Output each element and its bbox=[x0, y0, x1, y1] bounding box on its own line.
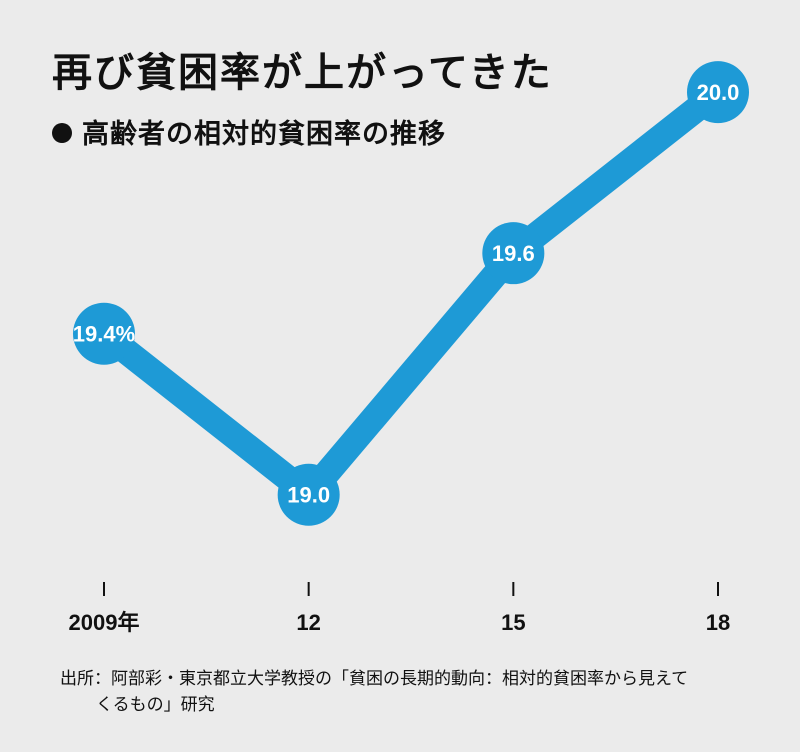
data-point-1 bbox=[277, 463, 340, 526]
series-line bbox=[91, 79, 731, 508]
bullet-icon bbox=[52, 123, 72, 143]
x-tick-label-2: 15 bbox=[501, 610, 525, 635]
data-label-0: 19.4% bbox=[73, 322, 135, 347]
data-label-2: 19.6 bbox=[492, 241, 535, 266]
x-tick-label-0: 2009年 bbox=[69, 610, 140, 635]
chart-subtitle-text: 高齢者の相対的貧困率の推移 bbox=[82, 119, 446, 150]
source-line-1: 出所：阿部彩・東京都立大学教授の「貧困の長期的動向：相対的貧困率から見えて bbox=[60, 669, 689, 689]
data-label-3: 20.0 bbox=[697, 80, 740, 105]
source-line-2: くるもの」研究 bbox=[96, 695, 215, 715]
x-tick-label-3: 18 bbox=[706, 610, 730, 635]
data-point-0 bbox=[73, 302, 135, 365]
data-point-3 bbox=[687, 61, 749, 124]
data-label-1: 19.0 bbox=[287, 483, 330, 508]
x-tick-label-1: 12 bbox=[296, 610, 320, 635]
source-note: 出所：阿部彩・東京都立大学教授の「貧困の長期的動向：相対的貧困率から見えて くる… bbox=[60, 666, 760, 718]
chart-subtitle: 高齢者の相対的貧困率の推移 bbox=[52, 112, 446, 151]
data-point-2 bbox=[482, 222, 545, 285]
chart-title: 再び貧困率が上がってきた bbox=[52, 50, 553, 96]
